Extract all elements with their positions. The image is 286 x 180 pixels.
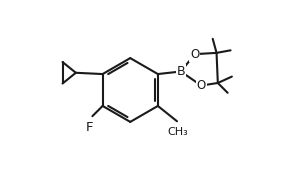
Text: F: F bbox=[86, 121, 94, 134]
Text: CH₃: CH₃ bbox=[167, 127, 188, 137]
Text: O: O bbox=[196, 79, 206, 92]
Text: B: B bbox=[176, 65, 185, 78]
Text: O: O bbox=[190, 48, 200, 61]
